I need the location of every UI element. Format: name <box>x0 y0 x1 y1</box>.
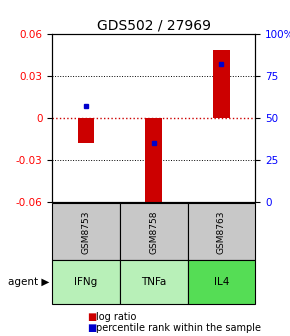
Bar <box>120 203 188 260</box>
Bar <box>145 118 162 209</box>
Text: ■: ■ <box>87 311 96 322</box>
Text: IL4: IL4 <box>214 277 229 287</box>
Text: ■: ■ <box>87 323 96 333</box>
Text: percentile rank within the sample: percentile rank within the sample <box>96 323 261 333</box>
Text: GSM8753: GSM8753 <box>81 210 90 254</box>
Text: agent ▶: agent ▶ <box>8 277 49 287</box>
Text: IFNg: IFNg <box>75 277 98 287</box>
Text: log ratio: log ratio <box>96 311 136 322</box>
Bar <box>52 203 120 260</box>
Bar <box>52 260 120 304</box>
Title: GDS502 / 27969: GDS502 / 27969 <box>97 18 211 33</box>
Text: GSM8763: GSM8763 <box>217 210 226 254</box>
Bar <box>78 118 95 143</box>
Bar <box>213 50 230 118</box>
Text: TNFa: TNFa <box>141 277 166 287</box>
Bar <box>188 260 255 304</box>
Text: GSM8758: GSM8758 <box>149 210 158 254</box>
Bar <box>188 203 255 260</box>
Bar <box>120 260 188 304</box>
